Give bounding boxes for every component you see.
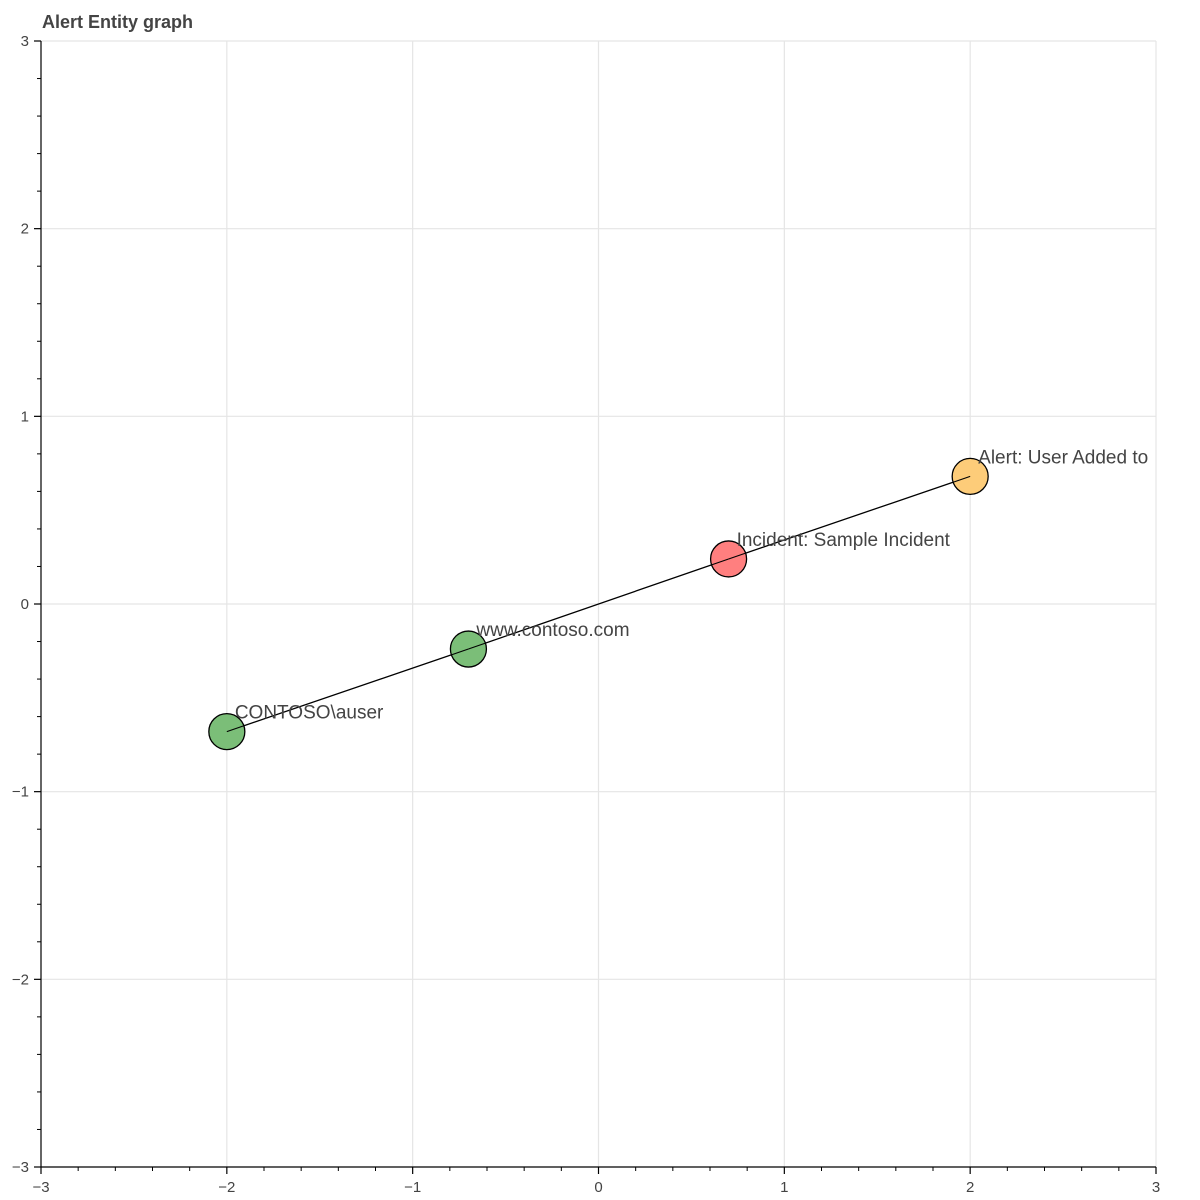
graph-edge xyxy=(226,648,469,733)
chart-title: Alert Entity graph xyxy=(42,12,193,32)
y-tick-label: 1 xyxy=(21,408,29,425)
node-label-account: CONTOSO\auser xyxy=(235,703,384,724)
y-tick-label: −3 xyxy=(12,1159,29,1176)
x-tick-label: 3 xyxy=(1152,1179,1160,1196)
edges xyxy=(226,475,971,733)
graph-edge xyxy=(728,475,971,560)
x-tick-label: 1 xyxy=(780,1179,788,1196)
node-label-alert: Alert: User Added to xyxy=(978,447,1148,468)
y-tick-label: 0 xyxy=(21,596,29,613)
graph-edge xyxy=(468,558,729,650)
y-tick-label: 3 xyxy=(21,33,29,50)
y-tick-label: 2 xyxy=(21,221,29,238)
node-label-url: www.contoso.com xyxy=(475,620,629,641)
y-tick-label: −1 xyxy=(12,784,29,801)
edge-stub xyxy=(728,552,746,560)
x-tick-label: −3 xyxy=(32,1179,49,1196)
edge-stub xyxy=(468,642,486,650)
node-label-incident: Incident: Sample Incident xyxy=(737,530,951,551)
x-tick-label: 0 xyxy=(594,1179,602,1196)
edge-stub xyxy=(451,648,469,656)
y-tick-label: −2 xyxy=(12,971,29,988)
edge-stub xyxy=(952,475,971,483)
axes: −3 −2 −1 0 1 2 3 −3 −2 −1 0 1 2 3 xyxy=(12,33,1160,1196)
node-labels: Alert: User Added to Incident: Sample Inc… xyxy=(226,447,1148,733)
x-tick-label: 2 xyxy=(966,1179,974,1196)
x-tick-label: −2 xyxy=(218,1179,235,1196)
x-tick-label: −1 xyxy=(404,1179,421,1196)
edge-stub xyxy=(711,558,729,566)
edge-stub xyxy=(226,725,245,733)
